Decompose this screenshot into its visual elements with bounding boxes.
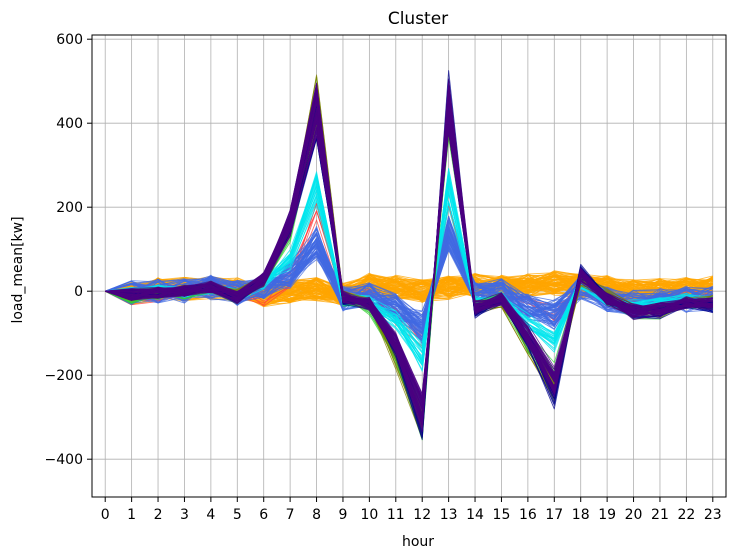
y-axis-label: load_mean[kw] <box>10 216 26 323</box>
x-tick-label: 14 <box>466 507 484 523</box>
series-line <box>105 124 713 398</box>
x-tick-label: 3 <box>180 507 189 523</box>
series-line <box>105 124 713 401</box>
series-line <box>105 122 713 403</box>
series-line <box>105 114 713 405</box>
series-line <box>105 129 713 397</box>
series-group <box>105 167 713 372</box>
series-line <box>105 124 713 406</box>
series-line <box>105 125 713 401</box>
x-tick-label: 4 <box>206 507 215 523</box>
series-line <box>105 98 713 421</box>
x-tick-label: 20 <box>625 507 643 523</box>
y-tick-label: 400 <box>56 116 83 132</box>
y-tick-label: 200 <box>56 200 83 216</box>
x-tick-label: 5 <box>233 507 242 523</box>
series-line <box>105 131 713 395</box>
x-tick-label: 19 <box>598 507 616 523</box>
x-tick-label: 11 <box>387 507 405 523</box>
y-tick-label: −400 <box>45 452 83 468</box>
x-tick-label: 16 <box>519 507 537 523</box>
series-line <box>105 114 713 399</box>
series-line <box>105 122 713 400</box>
series-line <box>105 118 713 407</box>
series-line <box>105 116 713 402</box>
series-lines <box>105 70 714 441</box>
x-tick-label: 12 <box>413 507 431 523</box>
series-line <box>105 125 713 400</box>
series-line <box>105 116 713 403</box>
x-tick-label: 22 <box>677 507 695 523</box>
x-tick-label: 0 <box>101 507 110 523</box>
grid-lines <box>92 35 726 497</box>
series-line <box>105 125 713 395</box>
series-line <box>105 121 713 406</box>
series-line <box>105 124 713 405</box>
chart-title: Cluster <box>388 9 448 29</box>
series-group <box>105 79 713 433</box>
y-tick-label: 600 <box>56 32 83 48</box>
series-line <box>105 126 713 396</box>
series-line <box>105 131 713 400</box>
series-line <box>105 110 713 402</box>
x-tick-label: 15 <box>493 507 511 523</box>
series-line <box>105 129 713 400</box>
x-tick-label: 21 <box>651 507 669 523</box>
series-line <box>105 127 713 402</box>
x-tick-label: 1 <box>127 507 136 523</box>
x-tick-label: 2 <box>154 507 163 523</box>
x-tick-label: 6 <box>259 507 268 523</box>
series-line <box>105 127 713 403</box>
y-tick-label: −200 <box>45 368 83 384</box>
x-tick-label: 23 <box>704 507 722 523</box>
series-group <box>105 202 713 349</box>
x-tick-label: 17 <box>545 507 563 523</box>
series-line <box>105 241 714 322</box>
x-tick-label: 10 <box>360 507 378 523</box>
x-axis-label: hour <box>402 534 434 550</box>
x-axis-ticks: 0 1 2 3 4 5 6 7 8 9 10 11 12 13 14 15 16 17 18 19 20 21 22 23 <box>101 497 722 523</box>
x-tick-label: 9 <box>338 507 347 523</box>
x-tick-label: 13 <box>440 507 458 523</box>
plot-frame <box>91 34 727 498</box>
x-tick-label: 8 <box>312 507 321 523</box>
series-line <box>105 120 713 407</box>
x-tick-label: 7 <box>286 507 295 523</box>
y-tick-label: 0 <box>74 284 83 300</box>
y-axis-ticks: −400 −200 0 200 400 600 <box>45 32 92 468</box>
series-line <box>105 118 713 402</box>
x-tick-label: 18 <box>572 507 590 523</box>
